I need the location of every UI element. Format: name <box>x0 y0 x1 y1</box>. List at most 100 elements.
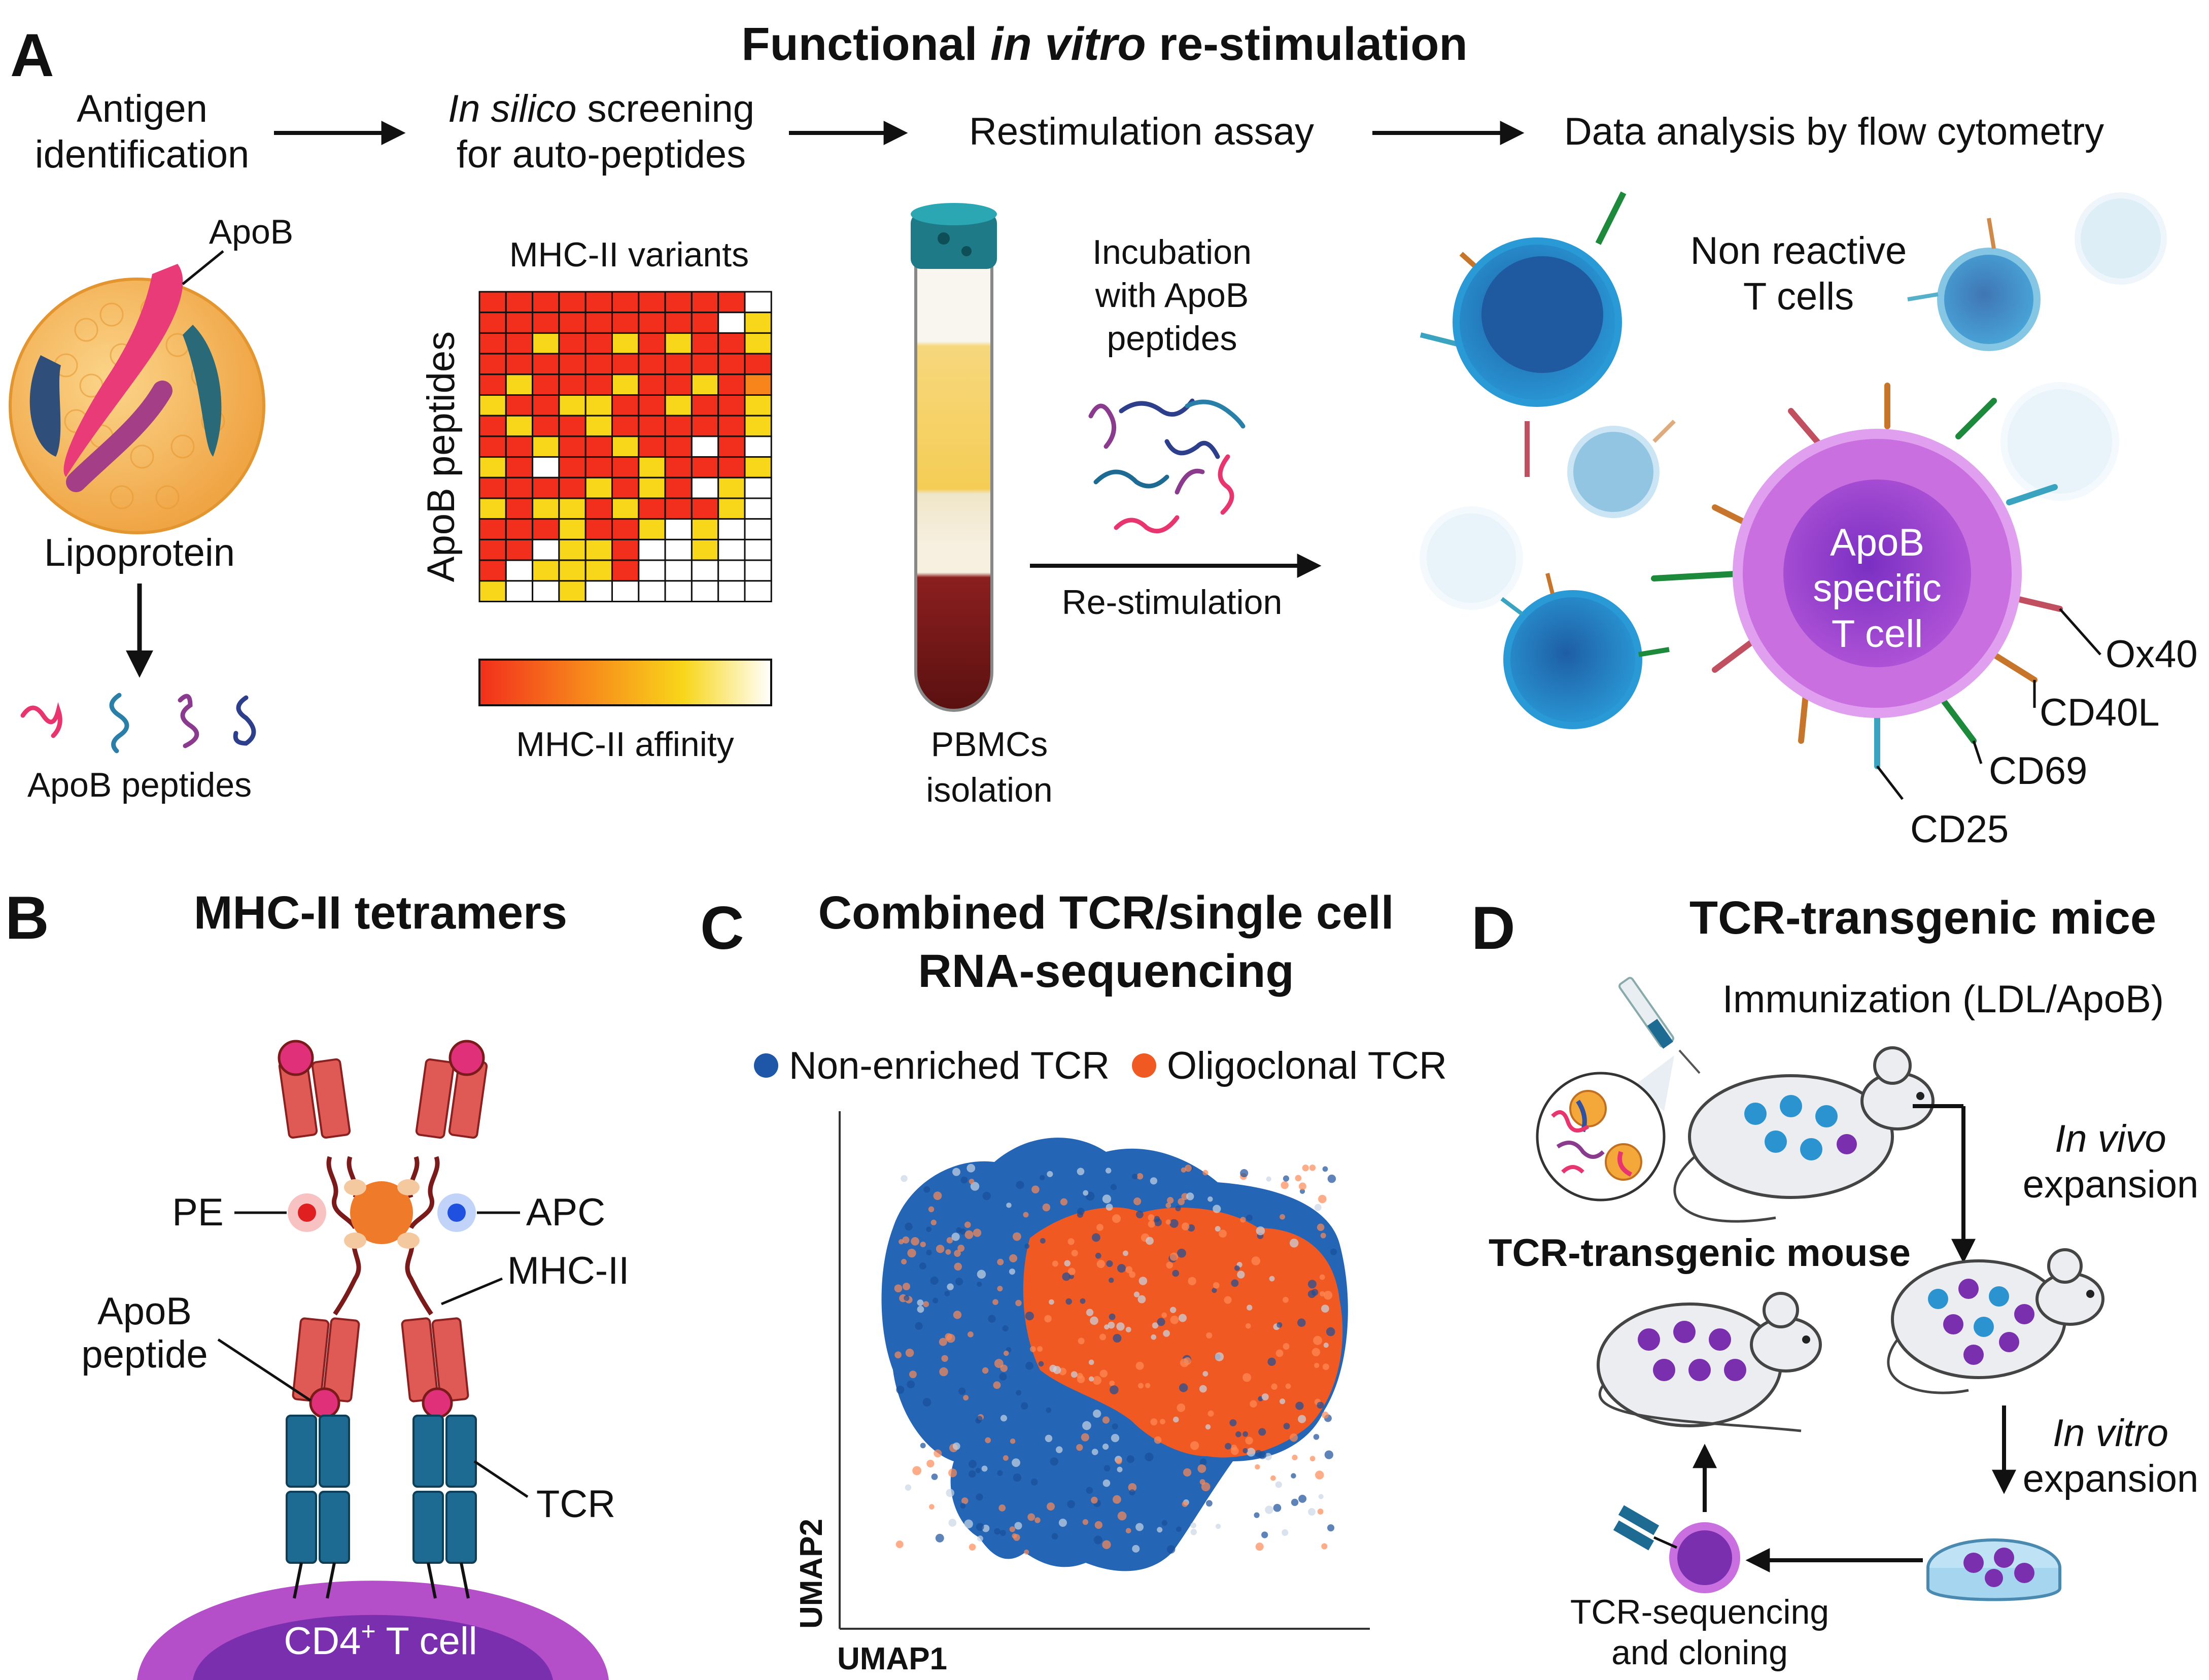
heatmap-cell <box>638 456 666 478</box>
umap-speckle <box>1044 1315 1052 1323</box>
umap-speckle <box>1053 1366 1061 1374</box>
panel-b: B MHC-II tetramers CD4+ T cell <box>5 884 629 1680</box>
heatmap-cell <box>558 373 586 396</box>
heatmap-grid <box>478 291 772 603</box>
umap-speckle <box>931 1473 938 1480</box>
umap-speckle <box>1323 1343 1329 1348</box>
umap-speckle <box>1078 1338 1085 1345</box>
umap-speckle <box>1172 1270 1179 1277</box>
heatmap-cell <box>478 394 507 417</box>
umap-speckle <box>1024 1244 1030 1249</box>
umap-speckle <box>941 1355 948 1362</box>
incubation-line3: peptides <box>1107 319 1237 358</box>
heatmap-side-label: ApoB peptides <box>420 331 463 582</box>
umap-speckle <box>1322 1411 1329 1419</box>
colorbar-label: MHC-II affinity <box>516 725 734 764</box>
umap-speckle <box>896 1385 905 1394</box>
heatmap-cell <box>532 580 560 603</box>
umap-speckle <box>1135 1211 1144 1219</box>
heatmap-cell <box>664 518 693 540</box>
heatmap-cell <box>744 497 772 520</box>
umap-speckle <box>1091 1449 1098 1455</box>
label-tcr: TCR <box>536 1483 615 1526</box>
umap-speckle <box>1169 1219 1179 1228</box>
umap-speckle <box>954 1262 962 1271</box>
umap-speckle <box>1108 1321 1115 1329</box>
heatmap-cell <box>744 415 772 437</box>
panel-a-title: Functional in vitro re-stimulation <box>741 18 1467 70</box>
umap-speckle <box>1230 1445 1237 1451</box>
heatmap-cell <box>744 394 772 417</box>
umap-speckle <box>1109 1380 1115 1386</box>
umap-speckle <box>1231 1279 1239 1287</box>
umap-speckle <box>1047 1171 1053 1177</box>
umap-speckle <box>946 1489 954 1497</box>
heatmap-cell <box>505 518 534 540</box>
umap-speckle <box>1267 1357 1276 1366</box>
umap-speckle <box>1067 1238 1075 1245</box>
legend-label-nonenriched: Non-enriched TCR <box>789 1044 1110 1087</box>
umap-speckle <box>1025 1311 1034 1321</box>
umap-speckle <box>1215 1352 1224 1361</box>
umap-speckle <box>981 1465 988 1472</box>
umap-speckle <box>1169 1252 1179 1261</box>
umap-speckle <box>1038 1361 1044 1367</box>
umap-speckle <box>1125 1528 1131 1534</box>
umap-speckle <box>1030 1346 1036 1352</box>
panel-a: A Functional in vitro re-stimulation Ant… <box>9 18 2198 851</box>
umap-speckle <box>982 1191 991 1201</box>
umap-speckle <box>1258 1428 1266 1436</box>
umap-speckle <box>1117 1466 1123 1472</box>
umap-speckle <box>1271 1383 1278 1390</box>
umap-speckle <box>945 1333 952 1341</box>
umap-speckle <box>956 1227 962 1233</box>
umap-speckle <box>929 1504 935 1510</box>
heatmap-cell <box>611 332 640 355</box>
umap-speckle <box>1256 1226 1265 1236</box>
umap-speckle <box>1166 1261 1173 1269</box>
umap-speckle <box>1292 1454 1298 1461</box>
heatmap-cell <box>505 394 534 417</box>
heatmap-cell <box>558 312 586 334</box>
heatmap-cell <box>638 332 666 355</box>
umap-speckle <box>1060 1198 1068 1206</box>
umap-speckle <box>960 1176 968 1184</box>
umap-speckle <box>968 1460 977 1468</box>
umap-speckle <box>1276 1322 1283 1328</box>
mouse-transgenic <box>1597 1292 1822 1432</box>
umap-speckle <box>1183 1468 1192 1477</box>
umap-speckle <box>905 1222 913 1231</box>
umap-speckle <box>953 1311 962 1319</box>
umap-speckle <box>1152 1322 1159 1329</box>
umap-speckle <box>1237 1271 1245 1279</box>
heatmap-cell <box>717 580 746 603</box>
panel-b-title: MHC-II tetramers <box>194 887 567 939</box>
tetramer-complex <box>278 1040 488 1599</box>
umap-speckle <box>1046 1407 1052 1413</box>
umap-speckle <box>1102 1479 1111 1487</box>
umap-speckle <box>1188 1277 1196 1286</box>
umap-speckle <box>999 1373 1007 1381</box>
umap-speckle <box>1031 1185 1040 1194</box>
umap-speckle <box>934 1449 942 1458</box>
umap-speckle <box>1064 1260 1071 1266</box>
umap-speckle <box>1170 1315 1179 1324</box>
umap-speckle <box>1163 1330 1170 1337</box>
umap-speckle <box>952 1168 960 1176</box>
heatmap-cell <box>744 559 772 582</box>
apob-specific-t-cell <box>1651 383 2063 769</box>
heatmap-cell <box>478 332 507 355</box>
umap-speckle <box>1082 1519 1089 1525</box>
umap-speckle <box>976 1493 983 1501</box>
heatmap-cell <box>691 312 719 334</box>
heatmap-cell <box>505 373 534 396</box>
umap-speckle <box>1052 1260 1058 1267</box>
umap-speckle <box>1067 1500 1075 1508</box>
heatmap-cell <box>532 415 560 437</box>
umap-speckle <box>1317 1223 1325 1231</box>
umap-speckle <box>1178 1198 1185 1206</box>
petri-dish <box>1926 1538 2061 1601</box>
heatmap-cell <box>717 435 746 458</box>
lipoprotein-illustration <box>9 264 265 534</box>
